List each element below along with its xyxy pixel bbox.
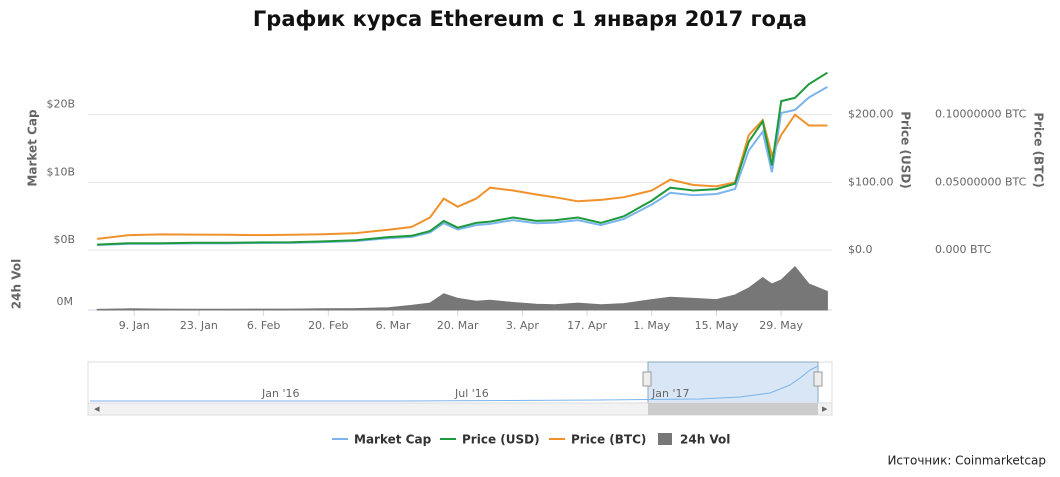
navigator-handle[interactable] — [813, 371, 823, 387]
x-tick-label: 17. Apr — [567, 319, 607, 332]
x-tick-label: 15. May — [695, 319, 739, 332]
y3-tick-label: 0.10000000 BTC — [935, 108, 1027, 121]
series-line — [97, 71, 828, 246]
y3-axis-title: Price (BTC) — [1032, 112, 1046, 187]
y-axis-title: Market Cap — [26, 109, 40, 187]
y2-tick-label: $100.00 — [848, 175, 894, 188]
series-line — [97, 113, 828, 240]
chart-title: График курса Ethereum с 1 января 2017 го… — [253, 7, 807, 31]
navigator-line — [90, 365, 819, 402]
legend-label[interactable]: 24h Vol — [680, 433, 730, 447]
legend-label[interactable]: Price (USD) — [462, 433, 540, 447]
y3-tick-label: 0.000 BTC — [935, 243, 992, 256]
x-tick-label: 20. Mar — [437, 319, 479, 332]
navigator-label: Jan '16 — [261, 387, 299, 400]
series-line — [97, 86, 828, 246]
scrollbar-thumb[interactable] — [648, 403, 818, 415]
x-tick-label: 6. Feb — [247, 319, 280, 332]
y4-axis-title: 24h Vol — [10, 259, 24, 309]
navigator-selection[interactable] — [647, 361, 819, 404]
volume-area — [96, 265, 828, 311]
navigator: ◂ ▸ — [87, 361, 833, 416]
navigator-label: Jul '16 — [454, 387, 489, 400]
x-tick-label: 29. May — [759, 319, 803, 332]
legend-label[interactable]: Price (BTC) — [571, 433, 646, 447]
y4-tick-label: 0M — [57, 295, 74, 308]
y-tick-label: $10B — [46, 165, 75, 178]
y2-tick-label: $200.00 — [848, 108, 894, 121]
x-tick-label: 20. Feb — [308, 319, 348, 332]
y2-tick-label: $0.0 — [848, 243, 873, 256]
y-tick-label: $20B — [46, 98, 75, 111]
x-tick-label: 3. Apr — [506, 319, 539, 332]
x-tick-label: 23. Jan — [180, 319, 218, 332]
navigator-handle[interactable] — [642, 371, 652, 387]
legend-label[interactable]: Market Cap — [354, 433, 432, 447]
y-tick-label: $0B — [53, 233, 75, 246]
y2-axis-title: Price (USD) — [899, 111, 913, 189]
x-tick-label: 1. May — [633, 319, 670, 332]
scrollbar[interactable] — [87, 402, 833, 416]
legend-swatch — [658, 433, 672, 445]
x-tick-label: 9. Jan — [119, 319, 150, 332]
scroll-right[interactable]: ▸ — [822, 402, 828, 415]
source: Источник: Coinmarketcap — [887, 454, 1046, 468]
scroll-left[interactable]: ◂ — [94, 402, 100, 415]
navigator-label: Jan '17 — [651, 387, 689, 400]
y3-tick-label: 0.05000000 BTC — [935, 175, 1027, 188]
x-tick-label: 6. Mar — [376, 319, 411, 332]
